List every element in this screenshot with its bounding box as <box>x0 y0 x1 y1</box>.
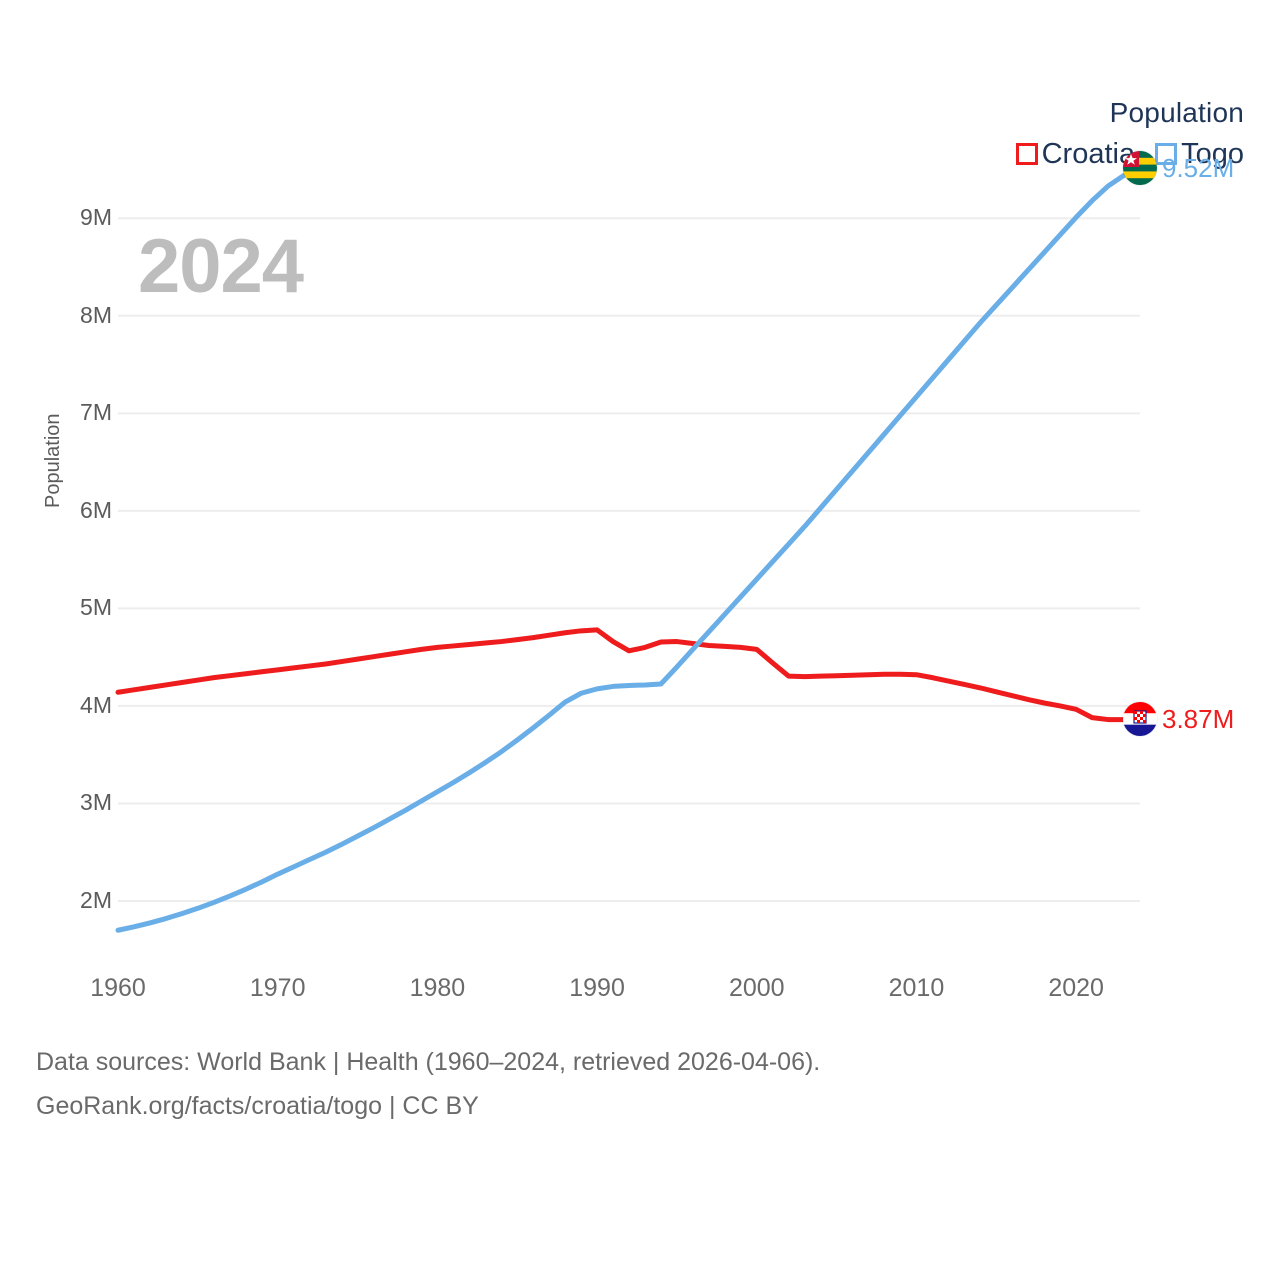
series-line-togo <box>115 165 1143 933</box>
y-axis-ticks: 2M 3M 4M 5M 6M 7M 8M 9M <box>0 0 112 1280</box>
year-watermark: 2024 <box>138 224 304 309</box>
gridlines <box>118 217 1140 902</box>
x-tick-label: 1970 <box>249 974 306 1002</box>
end-value-label-togo: 9.52M <box>1162 152 1235 183</box>
legend-label: Croatia <box>1041 138 1136 170</box>
y-tick-label: 9M <box>80 204 112 231</box>
x-tick-label: 2010 <box>888 974 945 1002</box>
x-tick-label: 2020 <box>1048 974 1104 1002</box>
legend-title: Population <box>1109 97 1244 128</box>
legend-label: Togo <box>1181 138 1244 170</box>
legend-entries: Croatia Togo <box>1015 138 1244 170</box>
legend-entry-croatia[interactable]: Croatia <box>1015 138 1136 170</box>
y-tick-label: 3M <box>80 789 112 816</box>
y-tick-label: 4M <box>80 691 112 718</box>
croatia-flag-icon <box>1123 701 1157 736</box>
y-tick-label: 7M <box>80 399 112 426</box>
legend-entry-togo[interactable]: Togo <box>1155 138 1244 170</box>
series-lines <box>115 165 1143 933</box>
y-tick-label: 2M <box>80 886 112 913</box>
x-tick-label: 2000 <box>728 974 785 1002</box>
series-line-croatia <box>115 627 1143 723</box>
togo-flag-icon <box>1123 150 1157 185</box>
footer-line-2: GeoRank.org/facts/croatia/togo | CC BY <box>36 1092 479 1120</box>
y-tick-label: 5M <box>80 594 112 621</box>
end-value-label-croatia: 3.87M <box>1162 703 1235 734</box>
x-tick-label: 1980 <box>409 974 466 1002</box>
y-tick-label: 6M <box>80 496 112 523</box>
legend-swatch-icon <box>1155 143 1178 165</box>
x-tick-label: 1960 <box>90 974 146 1002</box>
x-tick-label: 1990 <box>569 974 625 1002</box>
legend: Population Croatia Togo <box>1015 96 1244 170</box>
y-tick-label: 8M <box>80 301 112 328</box>
legend-swatch-icon <box>1015 143 1038 165</box>
footer-attribution: Data sources: World Bank | Health (1960–… <box>36 1040 820 1128</box>
footer-line-1: Data sources: World Bank | Health (1960–… <box>36 1048 821 1076</box>
